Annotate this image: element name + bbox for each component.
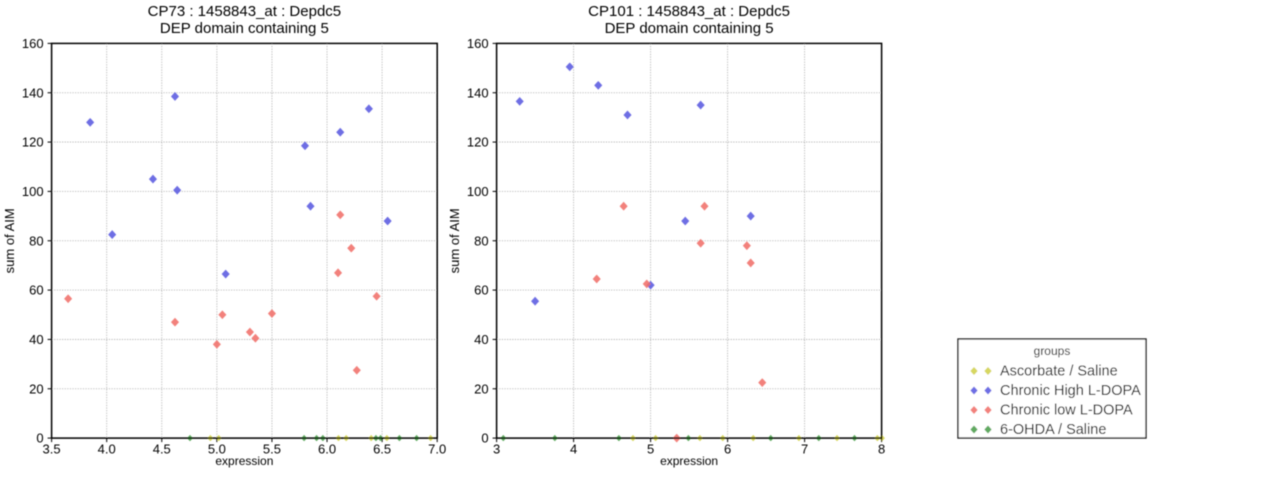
svg-text:40: 40 xyxy=(29,332,43,347)
svg-text:5.0: 5.0 xyxy=(208,442,226,457)
svg-text:Ascorbate / Saline: Ascorbate / Saline xyxy=(1000,364,1118,380)
svg-text:DEP domain containing 5: DEP domain containing 5 xyxy=(605,20,774,37)
svg-text:7.0: 7.0 xyxy=(428,442,446,457)
svg-text:3.5: 3.5 xyxy=(43,442,61,457)
svg-text:6: 6 xyxy=(724,442,731,457)
svg-text:4.5: 4.5 xyxy=(153,442,171,457)
svg-text:80: 80 xyxy=(29,233,43,248)
svg-text:100: 100 xyxy=(22,184,44,199)
svg-text:140: 140 xyxy=(22,85,44,100)
svg-text:120: 120 xyxy=(467,135,489,150)
svg-text:7: 7 xyxy=(801,442,808,457)
svg-text:Chronic low L-DOPA: Chronic low L-DOPA xyxy=(1000,403,1133,419)
svg-text:3: 3 xyxy=(493,442,500,457)
svg-text:4.0: 4.0 xyxy=(98,442,116,457)
svg-text:160: 160 xyxy=(467,36,489,51)
svg-text:60: 60 xyxy=(474,283,488,298)
svg-text:6-OHDA / Saline: 6-OHDA / Saline xyxy=(1000,422,1106,438)
svg-text:expression: expression xyxy=(660,454,718,468)
svg-text:DEP domain containing 5: DEP domain containing 5 xyxy=(160,20,329,37)
svg-text:20: 20 xyxy=(29,381,43,396)
svg-text:120: 120 xyxy=(22,135,44,150)
svg-text:CP73 : 1458843_at : Depdc5: CP73 : 1458843_at : Depdc5 xyxy=(148,3,341,20)
svg-text:Chronic High L-DOPA: Chronic High L-DOPA xyxy=(1000,383,1141,399)
svg-text:100: 100 xyxy=(467,184,489,199)
svg-text:6.0: 6.0 xyxy=(318,442,336,457)
svg-text:160: 160 xyxy=(22,36,44,51)
svg-text:20: 20 xyxy=(474,381,488,396)
svg-text:groups: groups xyxy=(1034,344,1071,358)
svg-text:40: 40 xyxy=(474,332,488,347)
svg-text:5: 5 xyxy=(647,442,654,457)
svg-text:sum of AIM: sum of AIM xyxy=(447,208,462,273)
svg-text:0: 0 xyxy=(481,431,488,446)
svg-text:5.5: 5.5 xyxy=(263,442,281,457)
svg-text:0: 0 xyxy=(36,431,43,446)
svg-text:8: 8 xyxy=(878,442,885,457)
svg-text:CP101 : 1458843_at : Depdc5: CP101 : 1458843_at : Depdc5 xyxy=(588,3,790,20)
svg-text:80: 80 xyxy=(474,233,488,248)
svg-text:6.5: 6.5 xyxy=(373,442,391,457)
svg-text:140: 140 xyxy=(467,85,489,100)
svg-text:4: 4 xyxy=(570,442,577,457)
svg-text:60: 60 xyxy=(29,283,43,298)
svg-text:sum of AIM: sum of AIM xyxy=(2,208,17,273)
